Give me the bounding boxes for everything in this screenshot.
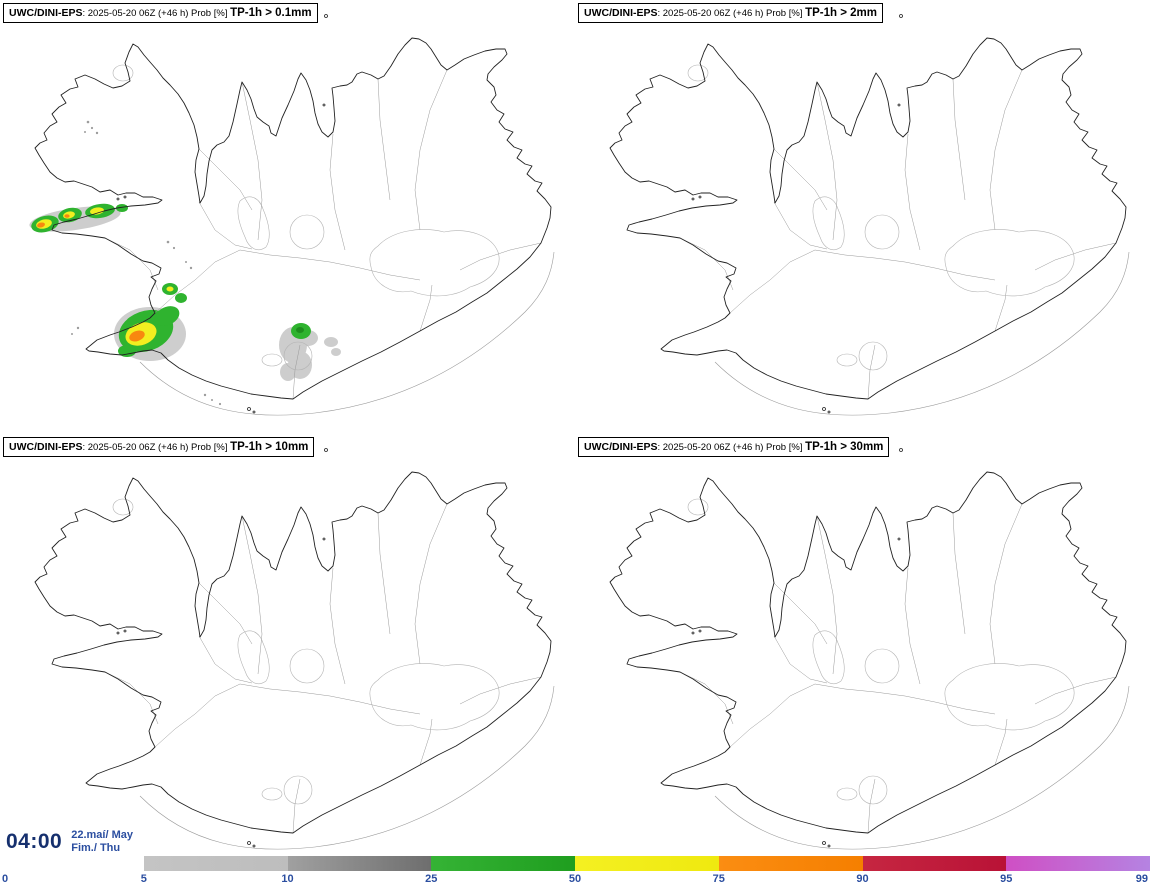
legend-segment bbox=[143, 856, 288, 871]
legend-ticks: 0 5 10 25 50 75 90 95 99 bbox=[0, 873, 1150, 888]
legend-tick: 90 bbox=[856, 873, 869, 885]
threshold-label: TP-1h > 2mm bbox=[805, 7, 878, 19]
model-name: UWC/DINI-EPS bbox=[584, 7, 658, 19]
iceland-map bbox=[34, 448, 555, 850]
legend-tick: 75 bbox=[712, 873, 725, 885]
clock: 04:00 22.maí/ May Fim./ Thu bbox=[6, 829, 133, 855]
probability-legend: 0 5 10 25 50 75 90 95 99 bbox=[0, 856, 1150, 888]
panel-title: UWC/DINI-EPS: 2025-05-20 06Z (+46 h) Pro… bbox=[3, 437, 315, 457]
run-info: : 2025-05-20 06Z (+46 h) Prob [%] bbox=[82, 8, 231, 19]
clock-date: 22.maí/ May Fim./ Thu bbox=[71, 829, 133, 855]
legend-tick: 0 bbox=[2, 873, 9, 885]
map-panel-prob-2mm: UWC/DINI-EPS: 2025-05-20 06Z (+46 h) Pro… bbox=[575, 0, 1150, 437]
panel-title: UWC/DINI-EPS: 2025-05-20 06Z (+46 h) Pro… bbox=[3, 3, 318, 23]
legend-tick: 50 bbox=[568, 873, 582, 885]
legend-segment bbox=[0, 856, 144, 871]
map-panel-prob-0p1mm: UWC/DINI-EPS: 2025-05-20 06Z (+46 h) Pro… bbox=[0, 0, 575, 437]
legend-segment bbox=[862, 856, 1007, 871]
legend-tick: 95 bbox=[1000, 873, 1013, 885]
clock-date-line2: Fim./ Thu bbox=[71, 842, 121, 854]
legend-bar bbox=[0, 856, 1150, 871]
map-panel-prob-30mm: UWC/DINI-EPS: 2025-05-20 06Z (+46 h) Pro… bbox=[575, 434, 1150, 871]
model-name: UWC/DINI-EPS bbox=[9, 7, 83, 19]
legend-segment bbox=[575, 856, 719, 871]
legend-tick: 10 bbox=[281, 873, 294, 885]
legend-tick: 5 bbox=[140, 873, 147, 885]
clock-date-line1: 22.maí/ May bbox=[71, 829, 133, 841]
clock-time: 04:00 bbox=[6, 830, 63, 853]
legend-segment bbox=[431, 856, 575, 871]
iceland-map bbox=[27, 14, 555, 416]
run-info: : 2025-05-20 06Z (+46 h) Prob [%] bbox=[657, 442, 806, 453]
panel-title: UWC/DINI-EPS: 2025-05-20 06Z (+46 h) Pro… bbox=[578, 3, 884, 23]
threshold-label: TP-1h > 10mm bbox=[230, 441, 309, 453]
legend-tick: 99 bbox=[1135, 873, 1148, 885]
legend-segment bbox=[1006, 856, 1150, 871]
model-name: UWC/DINI-EPS bbox=[9, 441, 83, 453]
model-name: UWC/DINI-EPS bbox=[584, 441, 658, 453]
legend-segment bbox=[287, 856, 432, 871]
threshold-label: TP-1h > 30mm bbox=[805, 441, 884, 453]
iceland-map bbox=[609, 14, 1130, 416]
iceland-map bbox=[609, 448, 1130, 850]
threshold-label: TP-1h > 0.1mm bbox=[230, 7, 312, 19]
legend-tick: 25 bbox=[425, 873, 438, 885]
run-info: : 2025-05-20 06Z (+46 h) Prob [%] bbox=[657, 8, 806, 19]
map-panel-prob-10mm: UWC/DINI-EPS: 2025-05-20 06Z (+46 h) Pro… bbox=[0, 434, 575, 871]
run-info: : 2025-05-20 06Z (+46 h) Prob [%] bbox=[82, 442, 231, 453]
panel-title: UWC/DINI-EPS: 2025-05-20 06Z (+46 h) Pro… bbox=[578, 437, 890, 457]
legend-segment bbox=[718, 856, 863, 871]
